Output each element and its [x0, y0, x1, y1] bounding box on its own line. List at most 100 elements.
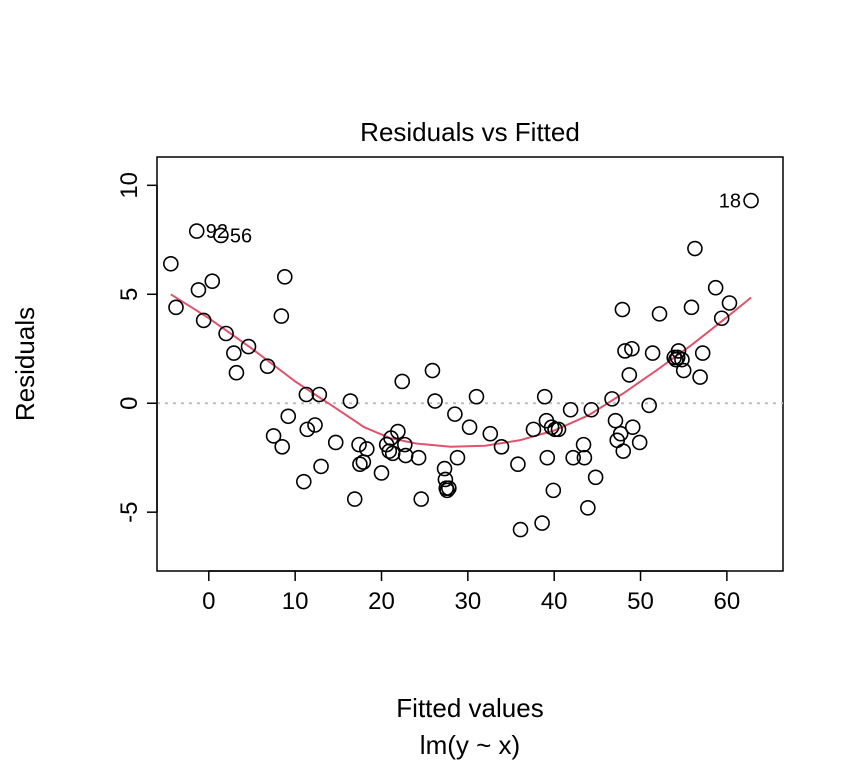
y-tick-label: 5: [116, 288, 143, 301]
y-tick-label: 10: [116, 172, 143, 199]
y-tick-label: 0: [116, 397, 143, 410]
residual-point: [612, 425, 629, 442]
residual-point: [449, 449, 466, 466]
residual-point: [624, 340, 640, 357]
x-tick-label: 0: [202, 588, 215, 615]
residual-point: [525, 421, 542, 438]
smoother-line: [170, 293, 752, 448]
residual-point: [280, 408, 297, 425]
residual-point: [204, 273, 221, 290]
residual-point: [583, 401, 600, 418]
residual-point: [346, 491, 363, 507]
residual-point: [565, 449, 581, 466]
residual-point: [427, 393, 443, 409]
residual-point: [675, 362, 692, 379]
residual-point: [641, 397, 657, 414]
residual-point: [228, 364, 245, 381]
residual-point: [436, 460, 453, 477]
residual-point: [298, 386, 315, 403]
residual-point: [536, 388, 553, 405]
residual-points: [163, 192, 759, 538]
residual-point: [226, 345, 242, 361]
residual-point: [218, 325, 234, 342]
x-tick-label: 30: [454, 588, 481, 615]
plot-frame: [156, 156, 784, 572]
residual-point: [721, 295, 738, 311]
residual-point: [607, 412, 624, 429]
residual-point: [359, 441, 375, 457]
residual-point: [447, 406, 463, 422]
residual-point: [683, 299, 700, 316]
residual-point: [694, 345, 711, 361]
residual-point: [575, 436, 592, 453]
residual-point: [439, 482, 455, 499]
x-tick-label: 10: [282, 588, 309, 615]
chart-title: Residuals vs Fitted: [360, 117, 580, 147]
y-axis: -5 0 5 10: [116, 172, 158, 523]
residual-point: [307, 417, 323, 433]
residual-point: [355, 454, 372, 470]
x-tick-label: 50: [627, 588, 654, 615]
residual-point: [670, 343, 687, 359]
residual-point: [240, 338, 257, 355]
residual-point: [668, 351, 684, 368]
residual-point: [437, 471, 454, 488]
x-axis: 0 10 20 30 40 50 60: [202, 570, 740, 615]
residual-point: [510, 456, 526, 473]
residual-point: [168, 299, 184, 316]
residual-point: [674, 351, 690, 368]
x-axis-title: Fitted values: [396, 693, 543, 723]
residual-point: [615, 443, 632, 459]
residual-point: [163, 255, 179, 272]
residual-point: [342, 393, 359, 409]
residual-point: [482, 425, 499, 442]
residual-point: [692, 369, 708, 385]
residual-point: [213, 227, 229, 244]
residual-point: [687, 240, 703, 257]
residual-point: [276, 269, 293, 285]
point-annotations: 92 56 18: [206, 191, 741, 248]
y-tick-label: -5: [116, 501, 143, 522]
residual-point: [617, 343, 633, 359]
residual-point: [651, 306, 668, 322]
residual-point: [259, 358, 276, 374]
y-axis-title: Residuals: [10, 307, 40, 421]
residual-point: [327, 434, 344, 451]
residual-point: [576, 449, 593, 466]
residual-point: [580, 500, 596, 516]
chart-subtitle: lm(y ~ x): [420, 730, 520, 760]
residual-point: [707, 279, 724, 296]
residual-point: [441, 480, 457, 497]
residual-point: [295, 473, 312, 490]
residual-point: [604, 391, 620, 407]
residual-point: [273, 308, 290, 324]
residual-point: [713, 310, 730, 327]
residual-point: [539, 449, 556, 466]
point-label: 92: [206, 221, 228, 243]
residual-point: [313, 458, 329, 475]
residual-point: [493, 438, 510, 455]
residual-point: [631, 434, 648, 451]
residual-point: [614, 301, 631, 318]
residual-point: [543, 419, 560, 435]
residual-point: [265, 428, 282, 444]
point-label: 56: [230, 225, 252, 247]
residual-point: [397, 447, 414, 464]
residual-point: [274, 438, 291, 455]
residual-point: [299, 421, 316, 438]
residual-point: [410, 449, 427, 466]
residual-point: [534, 515, 550, 531]
residual-point: [562, 401, 579, 418]
residual-point: [547, 421, 563, 438]
residual-point: [413, 491, 430, 507]
residual-point: [550, 421, 567, 438]
residual-point: [188, 223, 205, 239]
residual-point: [644, 345, 661, 361]
point-label: 18: [719, 191, 741, 213]
residual-point: [624, 419, 641, 435]
residual-point: [545, 482, 562, 499]
residual-point: [351, 436, 367, 453]
residual-point: [397, 436, 413, 453]
residual-point: [621, 367, 638, 383]
